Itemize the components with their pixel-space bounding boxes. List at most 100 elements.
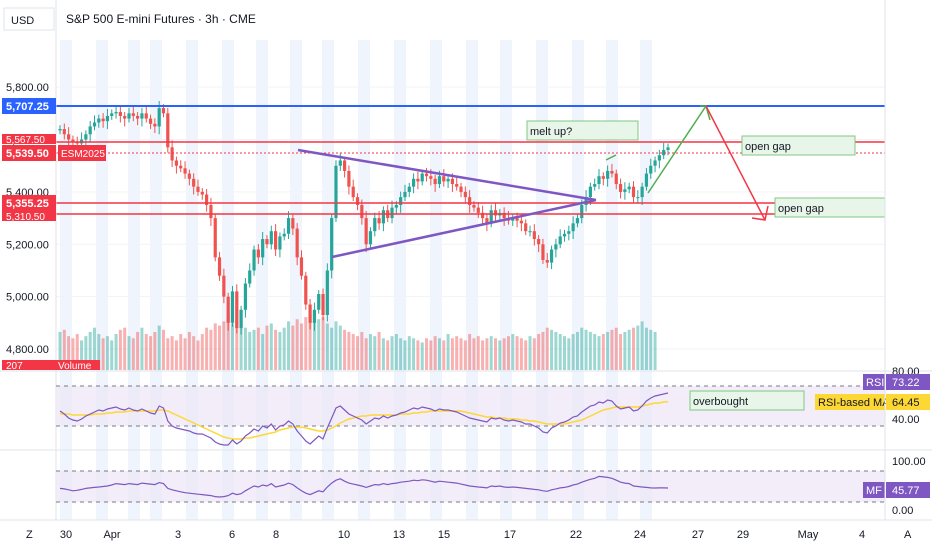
candle-body[interactable]: [92, 122, 97, 127]
candle-body[interactable]: [355, 197, 360, 205]
candle-body[interactable]: [485, 218, 489, 224]
candle-body[interactable]: [97, 118, 101, 123]
candle-body[interactable]: [407, 186, 411, 192]
candle-body[interactable]: [571, 223, 575, 232]
candle-body[interactable]: [403, 191, 407, 198]
candle-body[interactable]: [593, 184, 597, 187]
candle-body[interactable]: [101, 118, 105, 122]
candle-body[interactable]: [196, 186, 200, 192]
candle-body[interactable]: [459, 186, 463, 192]
candle-body[interactable]: [644, 173, 649, 187]
candle-body[interactable]: [230, 291, 235, 323]
overbought-box[interactable]: [689, 390, 805, 411]
candle-body[interactable]: [562, 233, 567, 237]
candle-body[interactable]: [334, 165, 338, 219]
candle-body[interactable]: [338, 160, 342, 166]
candle-body[interactable]: [183, 168, 187, 174]
candle-body[interactable]: [88, 126, 92, 135]
candle-body[interactable]: [373, 218, 377, 232]
candle-body[interactable]: [148, 118, 153, 124]
candle-body[interactable]: [653, 160, 657, 166]
candle-body[interactable]: [524, 223, 528, 232]
candle-body[interactable]: [235, 291, 239, 329]
candle-body[interactable]: [136, 115, 140, 119]
candle-body[interactable]: [364, 218, 368, 245]
open-gap-box-1[interactable]: [741, 135, 856, 156]
candle-body[interactable]: [118, 112, 122, 116]
candle-body[interactable]: [71, 139, 75, 143]
candle-body[interactable]: [502, 212, 506, 219]
candle-body[interactable]: [601, 176, 605, 179]
candle-body[interactable]: [416, 178, 420, 182]
candle-body[interactable]: [286, 218, 291, 234]
candle-body[interactable]: [511, 218, 515, 221]
candle-body[interactable]: [377, 218, 381, 224]
candle-body[interactable]: [170, 147, 174, 161]
melt-up-box[interactable]: [526, 120, 639, 141]
candle-body[interactable]: [261, 239, 265, 258]
candle-body[interactable]: [192, 178, 196, 187]
candle-body[interactable]: [299, 257, 304, 276]
candle-body[interactable]: [429, 176, 433, 179]
candle-body[interactable]: [666, 147, 670, 150]
candle-body[interactable]: [67, 134, 71, 140]
triangle-lower-line[interactable]: [331, 198, 597, 259]
candle-body[interactable]: [252, 249, 256, 271]
candle-body[interactable]: [437, 176, 442, 185]
candle-body[interactable]: [317, 294, 321, 310]
candle-body[interactable]: [256, 249, 260, 258]
candle-body[interactable]: [463, 191, 467, 198]
candle-body[interactable]: [342, 160, 347, 171]
candle-body[interactable]: [179, 165, 183, 169]
projection-down-arrow[interactable]: [705, 105, 766, 221]
candle-body[interactable]: [411, 178, 416, 187]
candle-body[interactable]: [265, 239, 269, 245]
candle-body[interactable]: [269, 231, 273, 245]
candle-body[interactable]: [153, 123, 157, 127]
candle-body[interactable]: [618, 184, 623, 192]
candle-body[interactable]: [640, 186, 644, 198]
candle-body[interactable]: [157, 108, 161, 127]
candle-body[interactable]: [537, 239, 541, 245]
candle-body[interactable]: [226, 296, 230, 323]
candle-body[interactable]: [420, 173, 424, 182]
candle-body[interactable]: [549, 249, 554, 263]
candle-body[interactable]: [390, 207, 394, 219]
candle-body[interactable]: [657, 155, 661, 161]
candle-body[interactable]: [321, 294, 325, 315]
candle-body[interactable]: [75, 142, 79, 144]
projection-up-arrow[interactable]: [647, 105, 707, 194]
candle-body[interactable]: [627, 186, 631, 190]
candle-body[interactable]: [399, 197, 403, 205]
candle-body[interactable]: [623, 189, 627, 192]
candle-body[interactable]: [347, 170, 351, 187]
candle-body[interactable]: [123, 115, 127, 119]
candle-body[interactable]: [472, 205, 476, 208]
candle-body[interactable]: [360, 205, 364, 219]
candle-body[interactable]: [140, 113, 144, 119]
candle-body[interactable]: [295, 228, 299, 258]
currency-box[interactable]: [3, 7, 55, 31]
candle-body[interactable]: [351, 186, 355, 198]
candle-body[interactable]: [161, 108, 166, 114]
candle-body[interactable]: [304, 275, 308, 305]
candle-body[interactable]: [558, 236, 562, 245]
candle-body[interactable]: [174, 160, 179, 166]
candle-body[interactable]: [580, 205, 584, 219]
candle-body[interactable]: [105, 115, 110, 122]
candle-body[interactable]: [528, 231, 532, 233]
candle-body[interactable]: [325, 270, 329, 315]
candle-body[interactable]: [114, 112, 118, 114]
candle-body[interactable]: [274, 231, 278, 250]
reset-zoom-icon[interactable]: Z: [26, 529, 33, 541]
candle-body[interactable]: [209, 205, 213, 219]
candle-body[interactable]: [222, 275, 226, 297]
candle-body[interactable]: [631, 186, 636, 198]
candle-body[interactable]: [442, 176, 446, 182]
candle-body[interactable]: [545, 260, 549, 263]
candle-body[interactable]: [291, 218, 295, 229]
candle-body[interactable]: [519, 220, 523, 224]
candle-body[interactable]: [532, 231, 536, 240]
candle-body[interactable]: [649, 165, 653, 174]
candle-body[interactable]: [381, 210, 386, 224]
